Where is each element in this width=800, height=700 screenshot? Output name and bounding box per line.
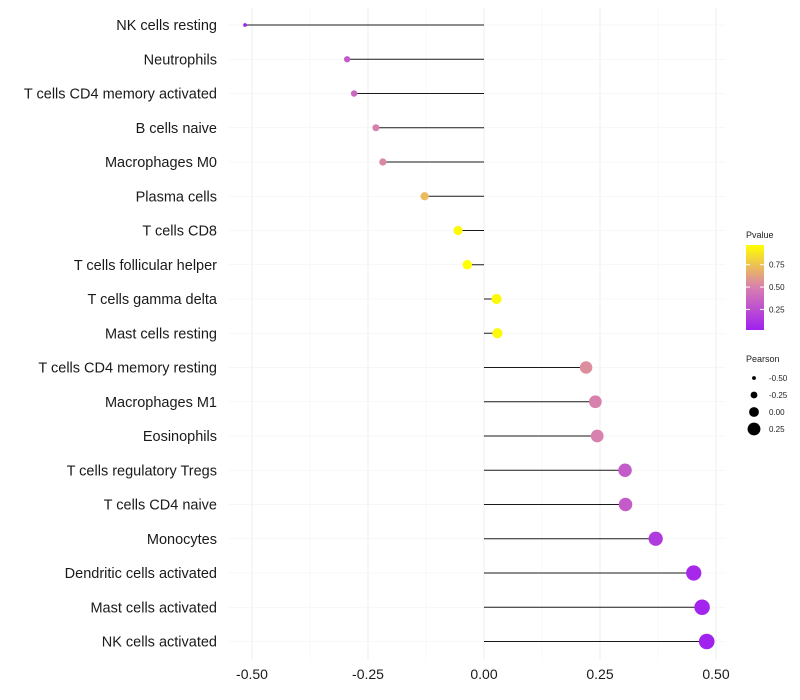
category-label: Eosinophils [143,429,217,445]
lollipop-point [379,158,387,166]
x-tick-label: -0.25 [352,666,384,682]
category-label: T cells CD4 memory resting [38,361,217,377]
pvalue-legend: Pvalue 0.25 0.50 0.75 [746,230,785,330]
x-axis-tick-labels: -0.50 -0.25 0.00 0.25 0.50 [236,666,730,682]
lollipop-point [372,124,380,132]
lollipop-point [453,225,463,236]
category-label: B cells naive [136,121,217,137]
category-label: Macrophages M1 [105,395,217,411]
category-label: T cells regulatory Tregs [67,463,217,479]
lollipop-point [579,361,593,374]
category-label: Dendritic cells activated [65,566,217,582]
category-label: Mast cells activated [90,600,217,616]
pvalue-legend-ticks: 0.25 0.50 0.75 [746,261,785,314]
pearson-legend-label: -0.50 [769,374,788,383]
category-label: Monocytes [147,532,217,548]
lollipop-point [590,429,604,443]
lollipop-point [350,90,358,97]
x-tick-label: -0.50 [236,666,268,682]
pvalue-tick-label: 0.50 [769,283,785,292]
lollipop-point [698,633,715,650]
pearson-legend-dot [747,422,761,436]
grid-lines [228,8,726,660]
lollipop-point [648,531,663,546]
pearson-legend-label: 0.00 [769,408,785,417]
category-label: T cells CD4 naive [104,498,217,514]
lollipop-point [618,463,632,477]
lollipop-point [243,23,247,27]
lollipop-point [589,395,602,409]
pearson-legend-dot [752,376,756,380]
x-tick-label: 0.25 [586,666,613,682]
pvalue-legend-title: Pvalue [746,230,774,240]
lollipop-point [462,260,472,270]
pvalue-tick-label: 0.25 [769,305,785,314]
pearson-legend-dot [749,407,759,417]
y-axis-labels: NK cells resting Neutrophils T cells CD4 m… [24,18,218,651]
pearson-legend-label: -0.25 [769,391,788,400]
pearson-legend: Pearson -0.50 -0.25 0.00 0.25 [746,354,788,436]
category-label: T cells CD8 [142,224,217,240]
category-label: T cells CD4 memory activated [24,87,217,103]
category-label: Plasma cells [136,189,217,205]
category-label: Neutrophils [144,52,217,68]
category-label: NK cells resting [116,18,217,34]
category-label: Macrophages M0 [105,155,217,171]
category-label: NK cells activated [102,635,217,651]
lollipop-point [491,293,502,305]
pearson-legend-dot [750,391,758,399]
category-label: T cells follicular helper [74,258,217,274]
lollipop-point [694,599,710,615]
lollipop-points [243,23,715,650]
x-tick-label: 0.50 [702,666,729,682]
pvalue-colorbar [746,245,764,330]
category-label: Mast cells resting [105,326,217,342]
lollipop-point [420,192,429,201]
lollipop-point [343,56,351,63]
pvalue-tick-label: 0.75 [769,261,785,270]
pearson-legend-title: Pearson [746,354,780,364]
category-label: T cells gamma delta [88,292,218,308]
lollipop-point [618,497,633,512]
lollipop-point [492,328,503,339]
lollipop-point [686,565,702,581]
pearson-legend-label: 0.25 [769,425,785,434]
x-tick-label: 0.00 [470,666,497,682]
pearson-legend-items: -0.50 -0.25 0.00 0.25 [747,374,788,436]
